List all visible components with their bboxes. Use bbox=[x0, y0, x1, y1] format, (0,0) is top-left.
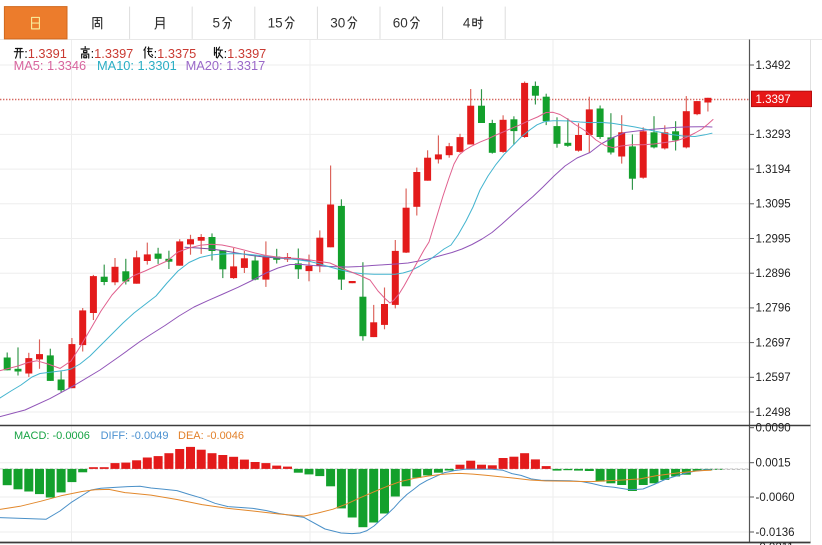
svg-text:1.3095: 1.3095 bbox=[756, 199, 791, 211]
svg-text:1.3194: 1.3194 bbox=[756, 164, 792, 176]
svg-text:-0.0060: -0.0060 bbox=[756, 492, 795, 504]
svg-text:1.3397: 1.3397 bbox=[756, 94, 791, 106]
svg-text:-0.0136: -0.0136 bbox=[756, 527, 795, 539]
svg-text:1.3293: 1.3293 bbox=[756, 129, 791, 141]
svg-text:60: 60 bbox=[393, 16, 408, 31]
svg-text:4: 4 bbox=[463, 16, 471, 31]
svg-text:30: 30 bbox=[330, 16, 345, 31]
svg-text:5: 5 bbox=[213, 16, 221, 31]
svg-text:1.2896: 1.2896 bbox=[756, 268, 791, 280]
svg-text:15: 15 bbox=[268, 16, 283, 31]
svg-text:-0.0211: -0.0211 bbox=[756, 542, 794, 545]
svg-text:0.0015: 0.0015 bbox=[756, 458, 791, 470]
svg-text:1.3492: 1.3492 bbox=[756, 60, 791, 72]
svg-text:1.2498: 1.2498 bbox=[756, 407, 791, 419]
svg-text:1.2995: 1.2995 bbox=[756, 233, 791, 245]
svg-text:1.2697: 1.2697 bbox=[756, 337, 791, 349]
svg-text:0.0090: 0.0090 bbox=[756, 423, 791, 435]
svg-text:1.2796: 1.2796 bbox=[756, 303, 791, 315]
svg-text:1.2597: 1.2597 bbox=[756, 372, 791, 384]
